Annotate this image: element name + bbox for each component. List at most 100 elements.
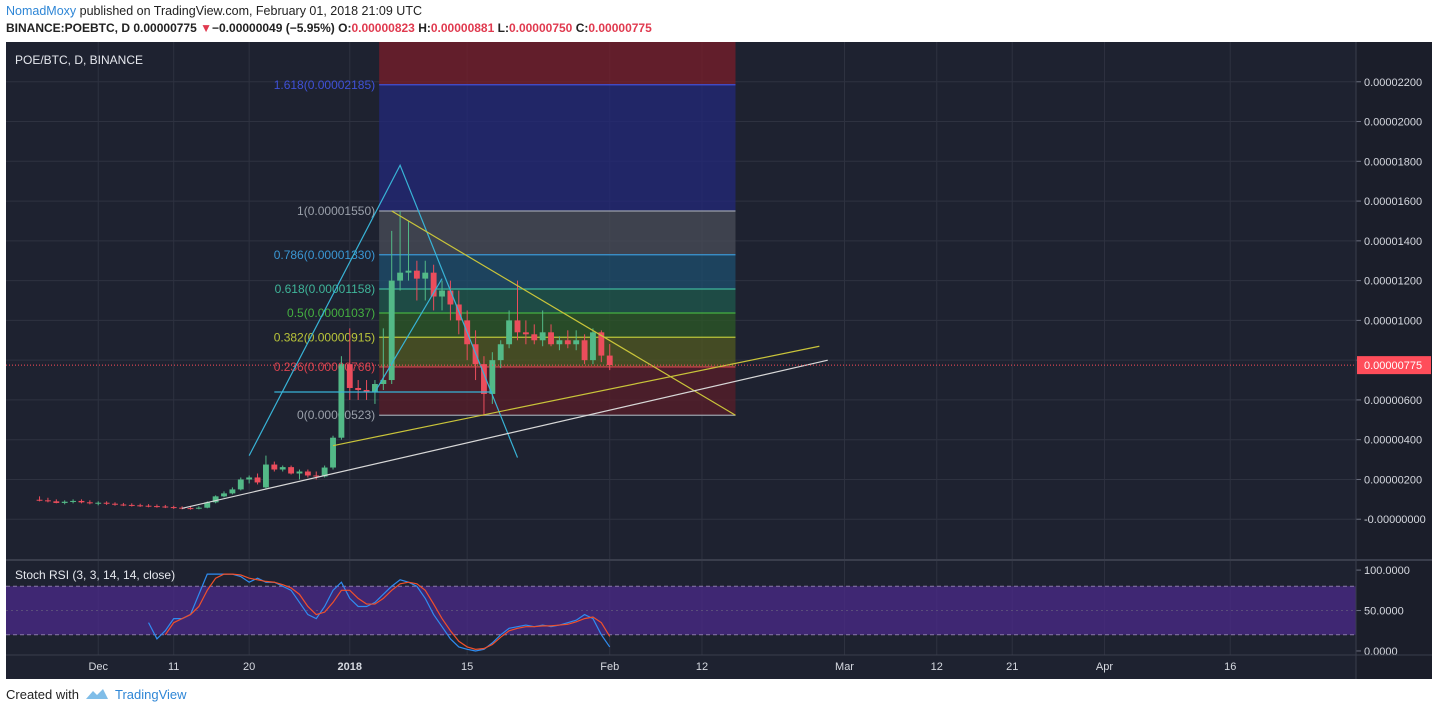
- fib-level-label: 0.382(0.00000915): [274, 330, 375, 344]
- price-tick-label: 0.00000400: [1364, 435, 1422, 447]
- tradingview-link[interactable]: TradingView: [114, 686, 187, 702]
- candle: [212, 495, 219, 504]
- candle: [497, 340, 504, 369]
- candle: [388, 230, 395, 385]
- candle-body: [481, 364, 487, 394]
- candle: [170, 505, 177, 509]
- candle: [397, 211, 404, 291]
- candle-body: [187, 508, 194, 510]
- candle-body: [522, 332, 529, 335]
- candle-body: [61, 501, 68, 503]
- candle: [229, 487, 236, 495]
- candle-body: [271, 464, 278, 470]
- cyan-pattern: [248, 163, 519, 458]
- price-tick-label: 0.00001800: [1364, 156, 1422, 168]
- price-tick-label: 0.00002000: [1364, 117, 1422, 129]
- candle: [430, 264, 437, 311]
- fib-level-label: 1.618(0.00002185): [274, 78, 375, 92]
- candle-body: [430, 272, 437, 297]
- candle: [53, 499, 60, 504]
- fib-level-label: 1(0.00001550): [297, 204, 375, 218]
- candle-body: [548, 332, 554, 345]
- candle: [263, 455, 269, 489]
- candle-body: [439, 290, 445, 297]
- trendline-yellow-support: [332, 345, 820, 447]
- fib-zone: [379, 211, 736, 255]
- candle: [221, 491, 227, 498]
- last-price-badge: [1357, 356, 1431, 375]
- candle-body: [397, 272, 404, 281]
- candle-body: [170, 507, 177, 509]
- candle-body: [380, 380, 387, 385]
- candle: [78, 499, 85, 504]
- trendlines: [181, 210, 828, 509]
- candle: [246, 475, 253, 484]
- candle-body: [531, 334, 538, 341]
- open-label: O:: [338, 21, 352, 35]
- candle: [95, 501, 102, 506]
- stoch-rsi-pane: Stoch RSI (3, 3, 14, 14, close) 100.0000 5…: [6, 565, 1410, 658]
- candle: [573, 330, 580, 351]
- candle: [380, 328, 387, 390]
- candle-body: [112, 503, 118, 505]
- candle: [279, 465, 286, 472]
- candle-body: [506, 320, 513, 345]
- candle-body: [330, 437, 336, 468]
- candle: [103, 501, 110, 505]
- candle-body: [120, 504, 127, 506]
- candle: [506, 310, 513, 349]
- trendline-yellow-resistance: [391, 210, 736, 416]
- candle-body: [405, 270, 412, 273]
- candle-body: [296, 471, 303, 474]
- candle: [481, 356, 487, 416]
- candle-body: [556, 340, 563, 345]
- candle-body: [573, 340, 580, 345]
- price-axis: 0.00002200 0.00002000 0.00001800 0.00001600…: [1356, 77, 1431, 526]
- candle-body: [212, 496, 219, 503]
- price-change: −0.00000049 (−5.95%): [212, 21, 335, 35]
- time-tick-label: 20: [243, 661, 255, 673]
- candle-body: [590, 332, 596, 361]
- candle: [195, 506, 202, 510]
- candle: [162, 504, 169, 509]
- candle-body: [355, 387, 362, 390]
- time-tick-label: 12: [931, 661, 943, 673]
- candle-body: [313, 475, 320, 477]
- candle-body: [279, 467, 286, 470]
- fib-level-label: 0.5(0.00001037): [287, 306, 375, 320]
- time-tick-label: 12: [696, 661, 708, 673]
- candle: [346, 328, 353, 400]
- candle-body: [606, 355, 613, 366]
- candle-body: [304, 471, 311, 476]
- candle-body: [153, 506, 160, 508]
- candle-body: [372, 384, 378, 392]
- candle-body: [53, 501, 60, 503]
- candle-body: [489, 360, 496, 394]
- trendline-white-support: [181, 359, 828, 509]
- author-link[interactable]: NomadMoxy: [6, 4, 77, 18]
- candle: [338, 356, 345, 440]
- candle: [296, 469, 303, 480]
- time-tick-label: 11: [168, 661, 179, 673]
- candle: [61, 500, 68, 505]
- candle: [514, 280, 521, 341]
- candle: [128, 503, 135, 507]
- candle-body: [95, 502, 102, 504]
- candle: [564, 330, 571, 349]
- pattern-peak-line: [248, 163, 519, 458]
- candle-body: [221, 493, 227, 497]
- candle-body: [254, 477, 261, 483]
- candle: [44, 497, 51, 503]
- fib-zone: [379, 84, 736, 212]
- candle-body: [263, 464, 269, 488]
- chart-canvas[interactable]: 1.618(0.00002185) 1(0.00001550) 0.786(0.00…: [6, 42, 1432, 679]
- fibonacci-retracement: 1.618(0.00002185) 1(0.00001550) 0.786(0.00…: [274, 42, 736, 422]
- candle: [271, 461, 278, 472]
- rsi-tick-label: 100.0000: [1364, 565, 1410, 577]
- high-value: 0.00000881: [430, 21, 495, 35]
- candle-body: [346, 364, 353, 388]
- candle: [405, 220, 412, 281]
- fib-level-label: 0(0.00000523): [297, 408, 375, 422]
- candle-body: [44, 500, 51, 502]
- publish-line: NomadMoxy published on TradingView.com, …: [6, 3, 1426, 20]
